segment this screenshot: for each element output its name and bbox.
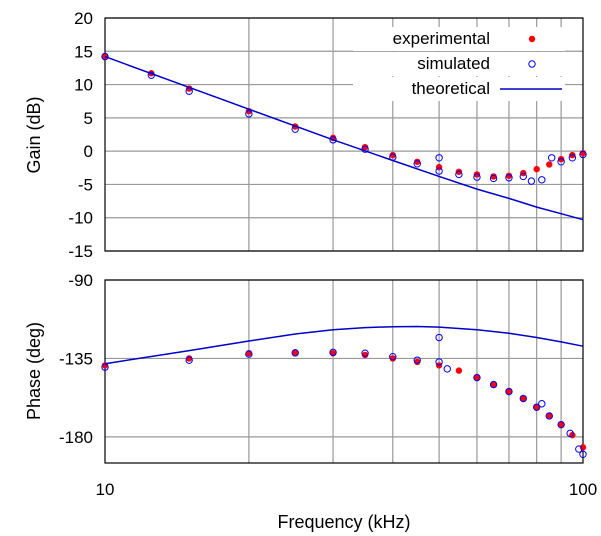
experimental-point — [533, 404, 540, 411]
y-tick-label: -10 — [68, 209, 93, 228]
experimental-point — [473, 171, 481, 178]
experimental-point — [414, 358, 421, 366]
legend-label-theoretical: theoretical — [412, 79, 490, 98]
gain-plot: 20 15 10 5 0 -5 -10 -15 Gain (dB) experimental sim… — [24, 9, 587, 261]
x-tick-label: 100 — [569, 480, 597, 499]
simulated-point — [547, 154, 556, 162]
legend-label-simulated: simulated — [417, 54, 490, 73]
legend-marker-experimental — [528, 35, 536, 43]
simulated-point — [473, 173, 481, 181]
simulated-point — [489, 174, 498, 183]
simulated-point — [519, 172, 527, 181]
simulated-point — [579, 450, 587, 458]
y-tick-label: 0 — [84, 142, 93, 161]
simulated-point — [435, 154, 443, 162]
plot-frame — [104, 17, 584, 252]
simulated-point — [455, 170, 463, 179]
simulated-point — [505, 174, 513, 182]
experimental-point — [292, 349, 299, 356]
experimental-point — [505, 388, 513, 395]
y-tick-label: 20 — [74, 9, 93, 28]
y-tick-label: 15 — [74, 42, 93, 61]
simulated-point — [185, 356, 193, 364]
experimental-point — [361, 143, 369, 151]
simulated-point — [489, 380, 498, 389]
experimental-point — [557, 155, 565, 163]
plot-frame — [104, 279, 584, 464]
x-axis-title: Frequency (kHz) — [277, 512, 410, 532]
simulated-point — [245, 350, 253, 358]
legend-marker-simulated — [528, 60, 536, 68]
y-tick-label: -5 — [78, 175, 93, 194]
experimental-point — [557, 421, 565, 428]
simulated-point — [538, 176, 546, 184]
legend-label-experimental: experimental — [393, 29, 490, 48]
experimental-point — [185, 355, 193, 362]
simulated-point — [435, 358, 443, 366]
simulated-point — [579, 150, 587, 159]
experimental-point — [490, 381, 497, 388]
simulated-point — [473, 373, 481, 382]
simulated-point — [361, 349, 369, 357]
experimental-point — [579, 444, 587, 451]
x-tick-label: 10 — [96, 480, 115, 499]
simulated-point — [435, 167, 443, 175]
simulated-point — [413, 160, 421, 168]
simulated-point — [291, 349, 299, 357]
simulated-point — [101, 52, 109, 61]
simulated-point — [538, 400, 546, 408]
experimental-point — [361, 351, 369, 359]
y-tick-label: 5 — [84, 109, 93, 128]
experimental-point — [569, 151, 576, 159]
y-tick-label: -180 — [59, 428, 93, 447]
simulated-point — [557, 420, 565, 429]
simulated-point — [505, 387, 513, 396]
simulated-point — [527, 177, 536, 185]
y-tick-label: -90 — [68, 271, 93, 290]
experimental-point — [389, 355, 396, 362]
experimental-point — [520, 395, 527, 402]
theoretical-line — [104, 325, 584, 365]
simulated-point — [245, 110, 253, 118]
experimental-point — [546, 412, 553, 420]
simulated-point — [532, 403, 541, 411]
simulated-point — [519, 394, 527, 403]
experimental-point — [455, 367, 463, 374]
experimental-point — [505, 172, 513, 179]
experimental-point — [455, 168, 463, 175]
legend-background — [353, 52, 565, 76]
simulated-point — [443, 365, 451, 373]
simulated-point — [568, 154, 577, 162]
experimental-point — [414, 158, 421, 165]
simulated-point — [435, 333, 443, 342]
simulated-point — [557, 158, 565, 166]
simulated-point — [413, 356, 421, 364]
phase-plot: -90 -135 -180 10 100 Phase (deg) — [24, 271, 597, 499]
experimental-point — [533, 165, 540, 173]
y-tick-label: -135 — [59, 349, 93, 368]
y-axis-title: Phase (deg) — [24, 322, 44, 420]
experimental-point — [546, 161, 553, 168]
simulated-point — [101, 363, 109, 371]
simulated-point — [545, 412, 553, 420]
y-tick-label: 10 — [74, 76, 93, 95]
y-tick-label: -15 — [68, 242, 93, 261]
theoretical-line — [104, 55, 584, 221]
experimental-point — [490, 173, 497, 180]
simulated-point — [575, 445, 583, 453]
legend: experimental simulated theoretical — [353, 27, 565, 101]
experimental-point — [389, 151, 396, 159]
y-axis-title: Gain (dB) — [24, 96, 44, 173]
experimental-point — [473, 374, 481, 381]
simulated-point — [329, 136, 337, 144]
simulated-point — [389, 352, 397, 361]
simulated-point — [566, 429, 574, 438]
simulated-point — [329, 348, 337, 357]
